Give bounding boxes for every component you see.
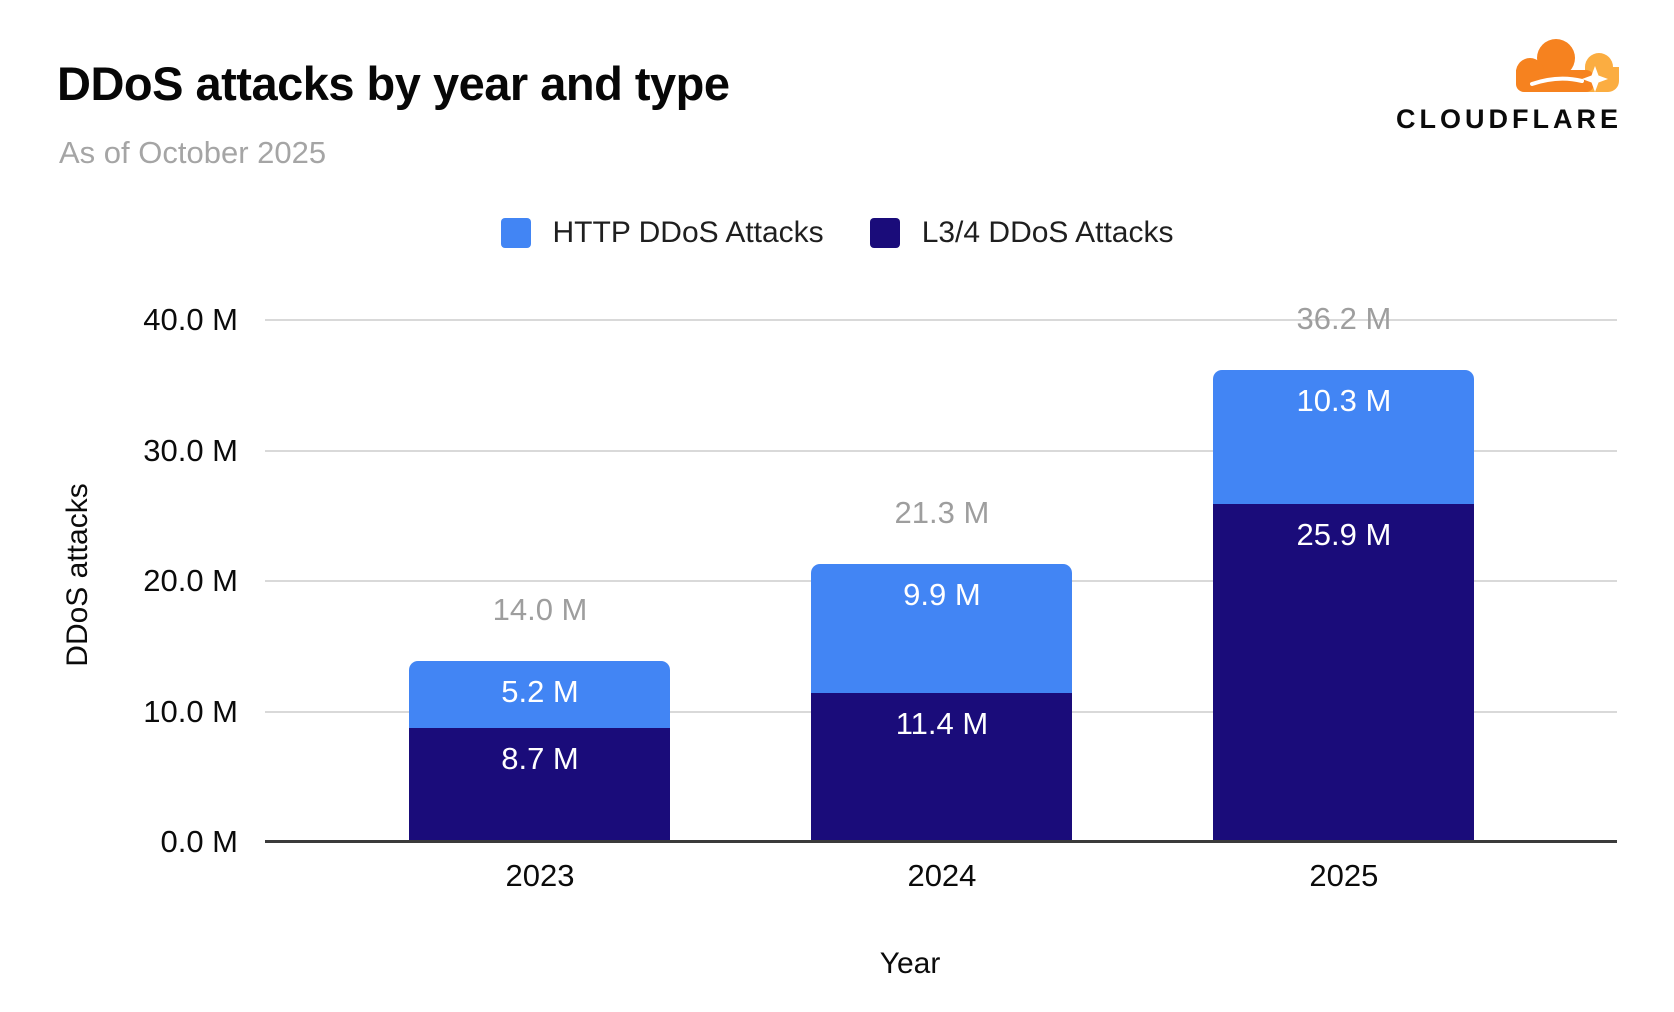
x-axis-title: Year xyxy=(879,947,941,980)
total-label-2024: 21.3 M xyxy=(894,495,990,531)
y-tick-label: 20.0 M xyxy=(143,563,238,598)
bar-segment-l34-2025: 25.9 M xyxy=(1213,504,1475,842)
segment-value-label: 5.2 M xyxy=(501,673,579,709)
cloudflare-cloud-icon xyxy=(1496,34,1622,103)
segment-value-label: 25.9 M xyxy=(1296,517,1392,552)
cloudflare-logo: CLOUDFLARE xyxy=(1396,34,1622,135)
x-tick-label-2024: 2024 xyxy=(907,858,977,893)
y-tick-label: 0.0 M xyxy=(160,824,238,859)
segment-value-label: 8.7 M xyxy=(501,741,579,777)
segment-value-label: 9.9 M xyxy=(903,577,981,613)
legend-swatch-http-ddos-icon xyxy=(500,218,531,248)
cloudflare-wordmark: CLOUDFLARE xyxy=(1396,104,1622,134)
bar-segment-http-2025: 10.3 M xyxy=(1213,369,1475,504)
gridline xyxy=(265,449,1617,452)
bar-2023: 5.2 M 8.7 M xyxy=(409,660,671,842)
chart-legend: HTTP DDoS Attacks L3/4 DDoS Attacks xyxy=(0,216,1674,250)
x-tick-label-2025: 2025 xyxy=(1309,858,1379,893)
plot-area: 5.2 M 8.7 M 14.0 M 2023 9.9 M 11.4 M 21.3 M 202… xyxy=(265,301,1617,893)
legend-label: L3/4 DDoS Attacks xyxy=(921,216,1174,249)
legend-label: HTTP DDoS Attacks xyxy=(552,216,824,249)
segment-value-label: 11.4 M xyxy=(895,706,989,742)
page-title: DDoS attacks by year and type xyxy=(57,57,730,110)
total-label-2023: 14.0 M xyxy=(492,591,588,627)
bar-2025: 10.3 M 25.9 M xyxy=(1213,369,1475,842)
bar-2024: 9.9 M 11.4 M xyxy=(811,564,1073,842)
total-label-2025: 36.2 M xyxy=(1296,300,1392,336)
legend-item-http-ddos: HTTP DDoS Attacks xyxy=(500,216,824,250)
y-tick-label: 40.0 M xyxy=(143,302,238,337)
y-tick-label: 10.0 M xyxy=(143,693,238,729)
y-tick-label: 30.0 M xyxy=(143,432,238,468)
page-subtitle: As of October 2025 xyxy=(59,135,327,170)
bar-segment-http-2023: 5.2 M xyxy=(409,660,671,729)
legend-swatch-l34-ddos-icon xyxy=(869,218,900,248)
bar-segment-l34-2024: 11.4 M xyxy=(811,693,1073,842)
bar-segment-l34-2023: 8.7 M xyxy=(409,728,671,842)
bar-segment-http-2024: 9.9 M xyxy=(811,564,1073,694)
x-tick-label-2023: 2023 xyxy=(505,858,575,893)
gridline xyxy=(265,319,1617,321)
legend-item-l34-ddos: L3/4 DDoS Attacks xyxy=(869,216,1174,250)
segment-value-label: 10.3 M xyxy=(1296,382,1392,418)
y-axis-tick-labels: 0.0 M 10.0 M 20.0 M 30.0 M 40.0 M xyxy=(20,302,238,859)
x-axis-baseline xyxy=(265,840,1617,843)
